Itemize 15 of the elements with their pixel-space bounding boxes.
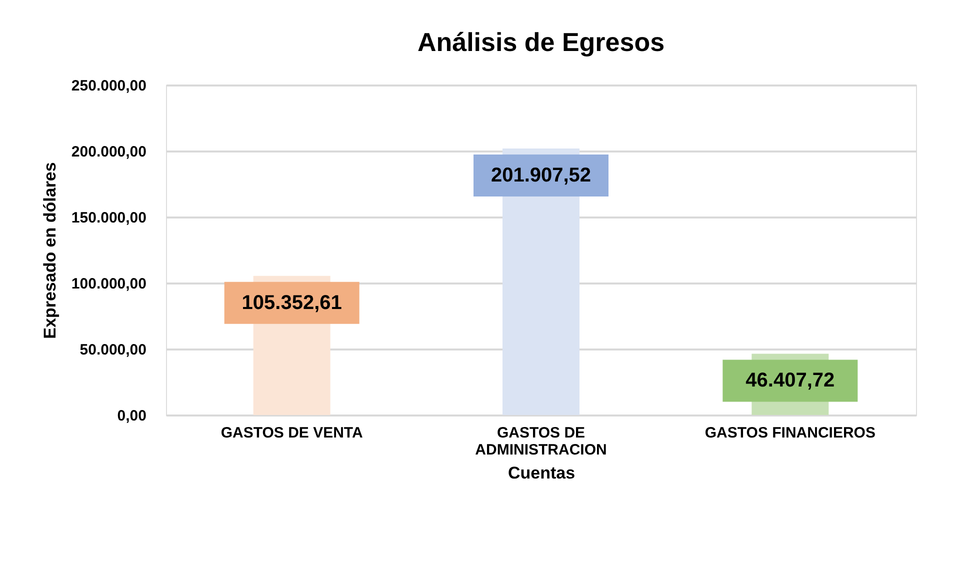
chart-title: Análisis de Egresos <box>417 27 665 57</box>
x-tick-label: GASTOS DE ADMINISTRACION <box>475 424 607 458</box>
data-label: 105.352,61 <box>242 292 342 314</box>
x-tick-label: GASTOS FINANCIEROS <box>704 424 876 442</box>
y-tick-label: 50.000,00 <box>80 342 146 358</box>
x-axis-title: Cuentas <box>508 464 576 482</box>
y-tick-label: 100.000,00 <box>71 276 146 292</box>
y-tick-label: 200.000,00 <box>71 144 146 160</box>
y-tick-label: 0,00 <box>117 408 146 424</box>
data-label: 46.407,72 <box>746 370 835 392</box>
data-label: 201.907,52 <box>490 164 592 186</box>
y-axis-title: Expresado en dólares <box>40 162 60 339</box>
y-tick-label: 150.000,00 <box>71 210 146 226</box>
x-tick-label: GASTOS DE VENTA <box>220 424 363 442</box>
y-tick-label: 250.000,00 <box>71 78 146 94</box>
